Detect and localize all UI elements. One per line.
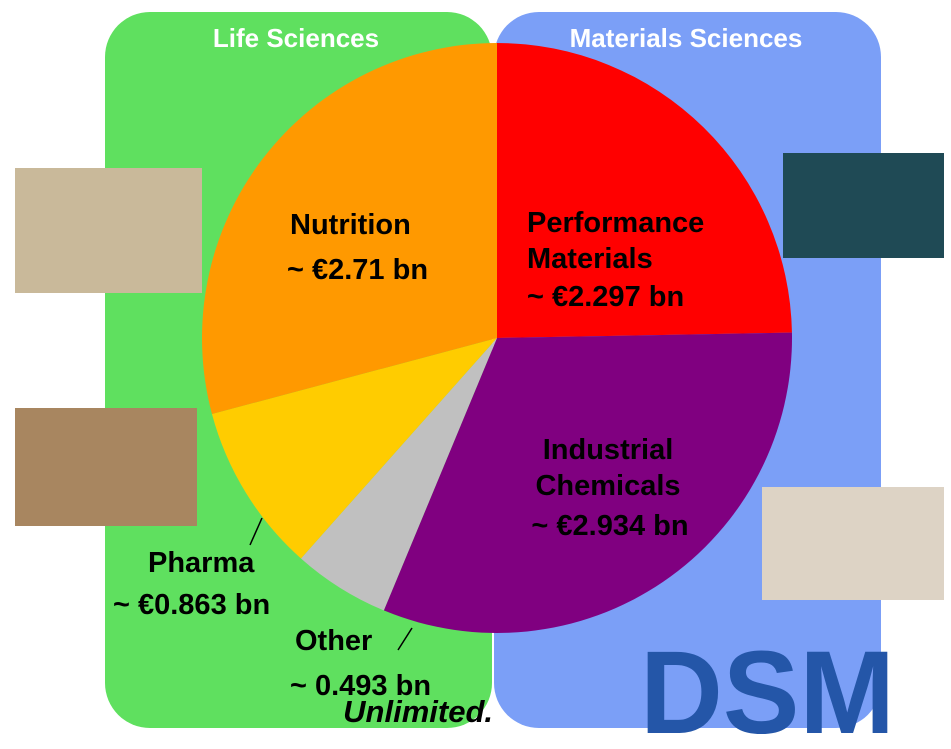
value-label: ~ 0.493 bn [290,668,470,704]
value-label: ~ €2.297 bn [527,279,767,315]
value-label: ~ €0.863 bn [113,587,323,623]
slice-label: Pharma [148,545,278,581]
group-label: Life Sciences [213,23,379,53]
photo [783,153,944,258]
photo [15,408,197,526]
slice-label: Nutrition [290,207,430,243]
slice-label: Performance Materials [527,205,757,277]
slice-label: Industrial Chemicals [528,432,688,504]
brand-logo: DSM [640,627,895,749]
photo [762,487,944,600]
slide: Life Sciences Materials Sciences Unlimit… [0,0,951,749]
value-label: ~ €2.934 bn [505,508,715,544]
slice-label: Other [295,623,395,659]
photo [15,168,202,293]
group-label: Materials Sciences [570,23,803,53]
chart: Life Sciences Materials Sciences Unlimit… [0,0,951,749]
value-label: ~ €2.71 bn [287,252,457,288]
